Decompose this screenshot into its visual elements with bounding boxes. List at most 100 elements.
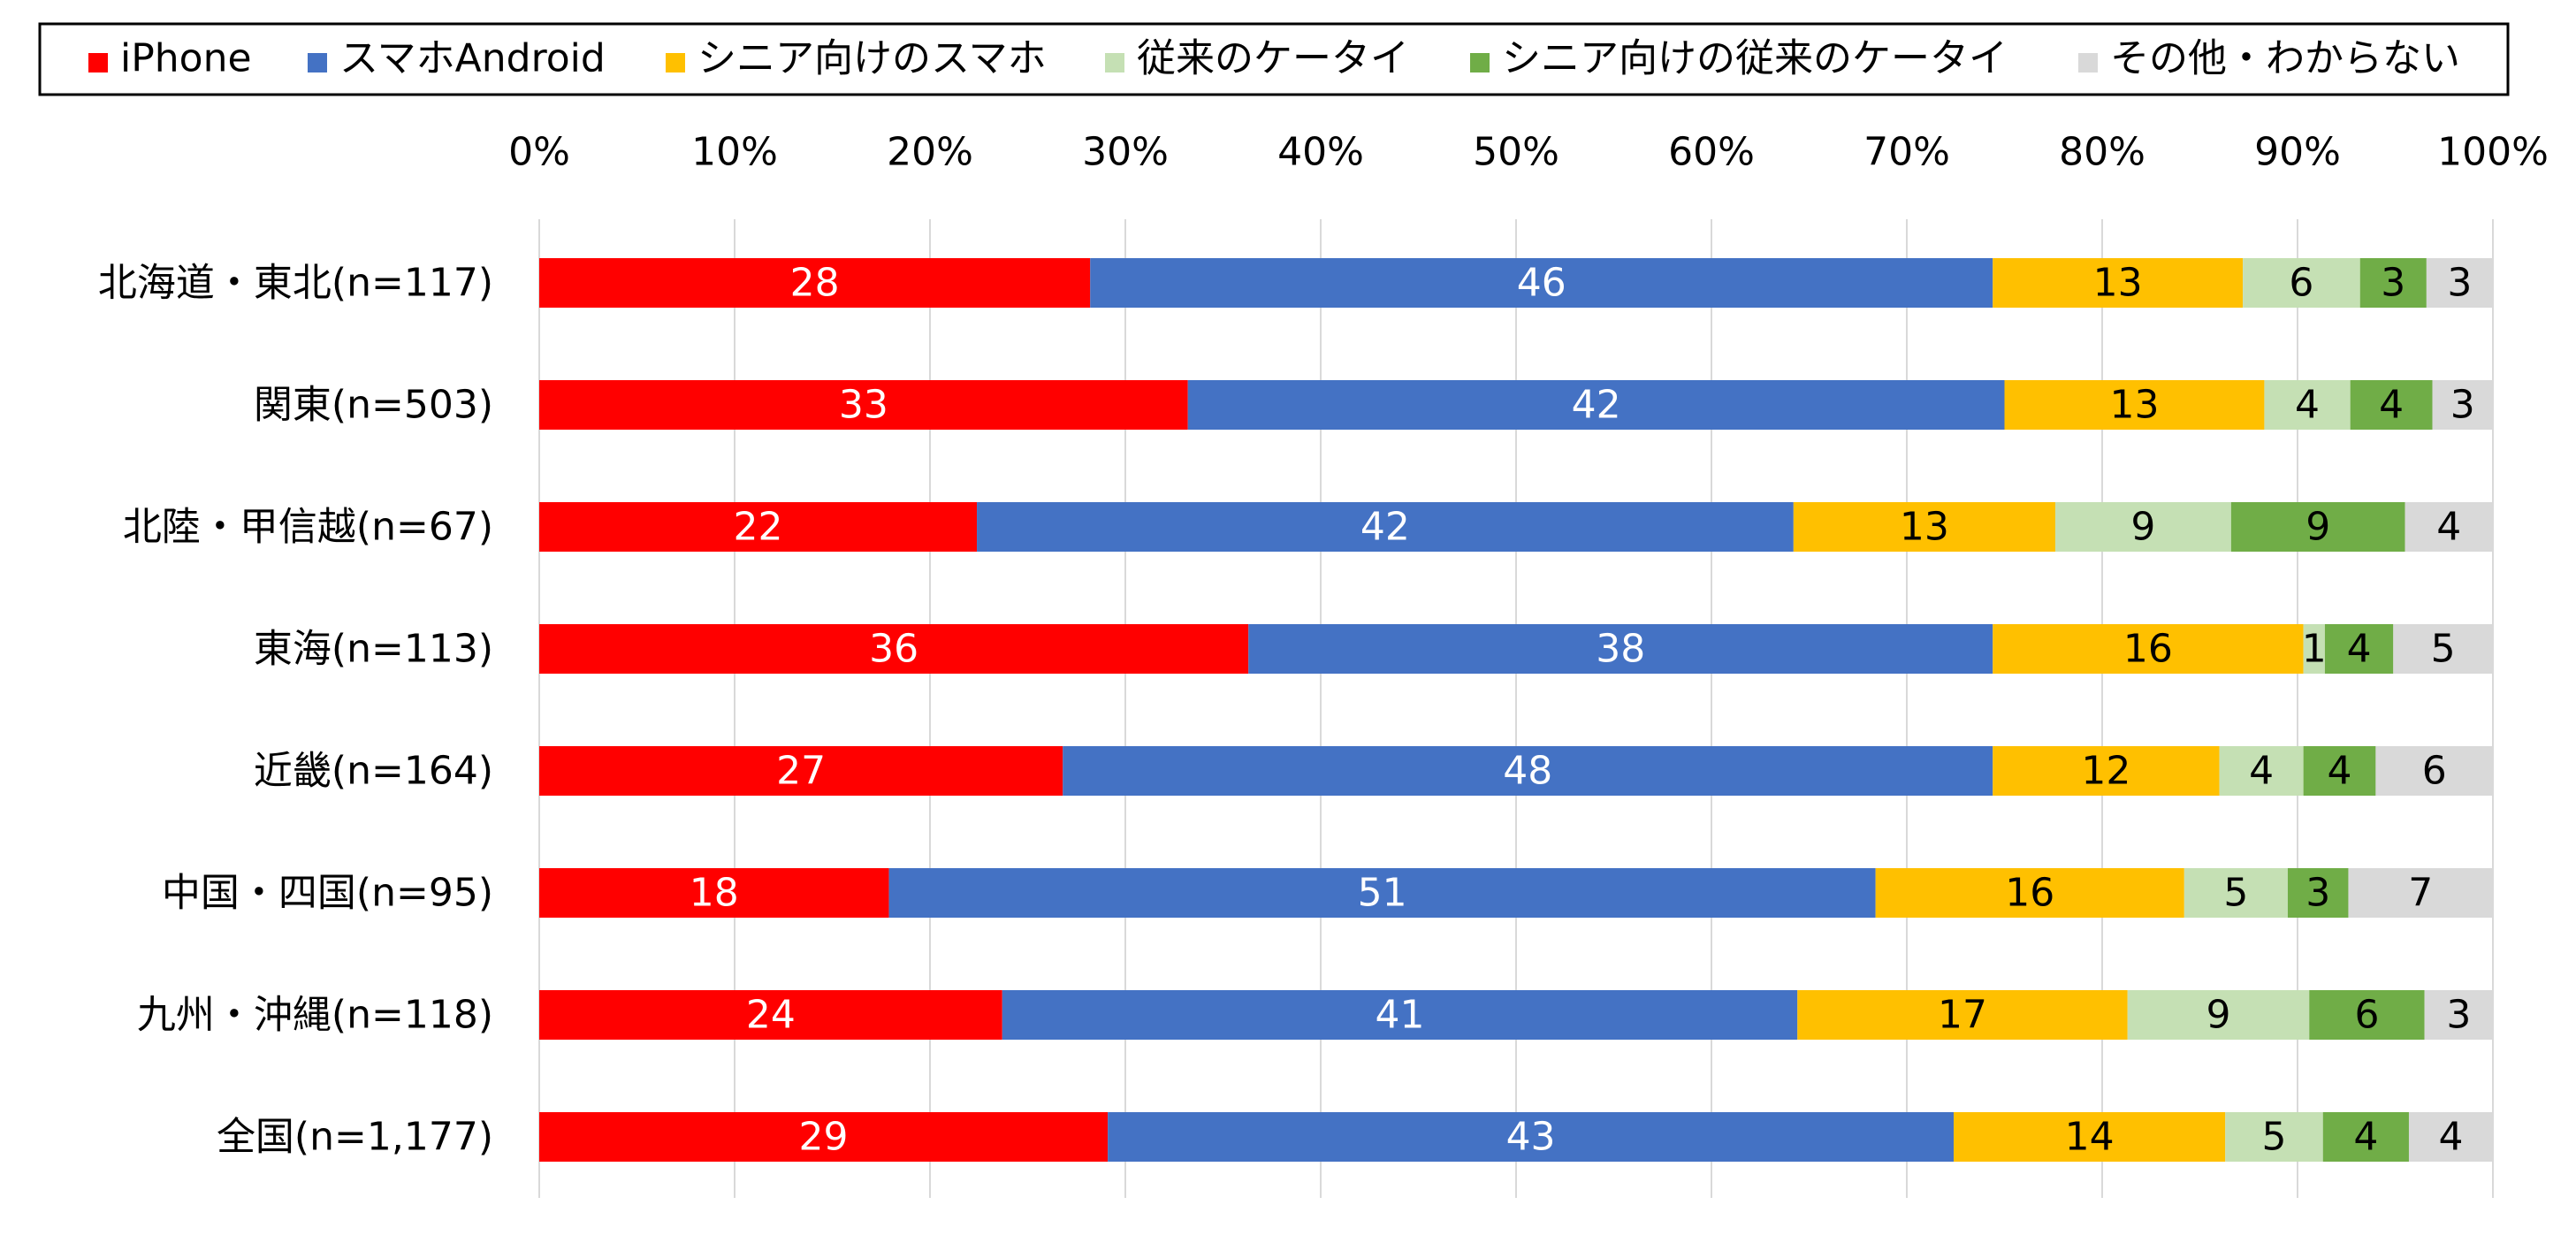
category-label: 関東(n=503) — [254, 383, 493, 428]
x-tick-label: 10% — [691, 130, 778, 175]
data-label-series-1: 36 — [869, 627, 918, 672]
data-label-series-1: 27 — [776, 749, 826, 794]
data-label-series-3: 13 — [1900, 505, 1949, 550]
bar-segment-series-6 — [2375, 746, 2493, 796]
bar-segment-series-6 — [2408, 1112, 2493, 1162]
bar-segment-series-4 — [2264, 380, 2351, 430]
x-tick-label: 50% — [1473, 130, 1559, 175]
x-tick-label: 60% — [1668, 130, 1755, 175]
bar-segment-series-1 — [539, 258, 1091, 308]
data-label-series-6: 5 — [2431, 627, 2456, 672]
x-tick-label: 100% — [2437, 130, 2549, 175]
bar-segment-series-3 — [1954, 1112, 2226, 1162]
bar-segment-series-4 — [2127, 990, 2310, 1040]
data-label-series-3: 13 — [2093, 261, 2143, 306]
bar-segment-series-2 — [888, 868, 1876, 918]
bar-segment-series-5 — [2359, 258, 2427, 308]
bar-segment-series-6 — [2426, 258, 2493, 308]
data-label-series-4: 4 — [2295, 383, 2320, 428]
gridlines — [538, 219, 2494, 1198]
x-tick-label: 90% — [2254, 130, 2341, 175]
bar-segment-series-1 — [539, 502, 978, 552]
legend-label-series-6: その他・わからない — [2110, 36, 2460, 81]
legend-label-series-1: iPhone — [120, 36, 252, 81]
bar-segment-series-6 — [2393, 624, 2493, 674]
x-tick-label: 30% — [1082, 130, 1169, 175]
legend-swatch-series-2 — [308, 53, 327, 72]
bar-segment-series-4 — [2054, 502, 2231, 552]
bar-segment-series-3 — [1993, 746, 2220, 796]
bar-segment-series-4 — [2303, 624, 2325, 674]
data-labels: 28 46 13 6 3 333 42 13 4 4 322 42 13 9 9 436 38 16 1 4 527 48… — [690, 261, 2475, 1160]
x-tick-label: 0% — [508, 130, 570, 175]
bar-segment-series-1 — [539, 868, 889, 918]
bar-segment-series-3 — [1993, 624, 2304, 674]
data-label-series-6: 3 — [2446, 993, 2471, 1038]
data-label-series-3: 14 — [2065, 1115, 2115, 1160]
x-tick-label: 70% — [1863, 130, 1950, 175]
data-label-series-6: 7 — [2408, 871, 2433, 916]
bar-segment-series-3 — [2004, 380, 2265, 430]
data-label-series-4: 6 — [2289, 261, 2313, 306]
bars — [539, 258, 2493, 1162]
data-label-series-2: 51 — [1358, 871, 1407, 916]
category-label: 北陸・甲信越(n=67) — [123, 505, 493, 550]
data-label-series-1: 29 — [799, 1115, 849, 1160]
bar-segment-series-2 — [1002, 990, 1798, 1040]
category-label: 中国・四国(n=95) — [162, 871, 493, 916]
bar-segment-series-5 — [2322, 1112, 2409, 1162]
bar-segment-series-5 — [2309, 990, 2425, 1040]
bar-segment-series-2 — [1108, 1112, 1955, 1162]
data-label-series-4: 9 — [2206, 993, 2230, 1038]
data-label-series-5: 4 — [2379, 383, 2404, 428]
bar-segment-series-2 — [1248, 624, 1993, 674]
data-label-series-5: 9 — [2305, 505, 2330, 550]
data-label-series-6: 4 — [2438, 1115, 2463, 1160]
category-label: 北海道・東北(n=117) — [98, 261, 493, 306]
legend-swatch-series-6 — [2078, 53, 2098, 72]
bar-segment-series-2 — [977, 502, 1794, 552]
data-label-series-1: 33 — [839, 383, 888, 428]
data-label-series-6: 3 — [2450, 383, 2475, 428]
legend-label-series-5: シニア向けの従来のケータイ — [1502, 36, 2008, 81]
bar-segment-series-3 — [1875, 868, 2184, 918]
bar-segment-series-6 — [2348, 868, 2493, 918]
bar-segment-series-4 — [2219, 746, 2304, 796]
legend: iPhone スマホAndroid シニア向けのスマホ 従来のケータイ シニア向けの従来… — [38, 22, 2510, 96]
bar-segment-series-5 — [2350, 380, 2433, 430]
data-label-series-4: 5 — [2261, 1115, 2286, 1160]
bar-segment-series-1 — [539, 1112, 1109, 1162]
bar-segment-series-3 — [1993, 258, 2244, 308]
bar-segment-series-3 — [1793, 502, 2055, 552]
data-label-series-4: 4 — [2249, 749, 2274, 794]
bar-segment-series-1 — [539, 990, 1002, 1040]
bar-segment-series-5 — [2287, 868, 2349, 918]
data-label-series-5: 6 — [2354, 993, 2379, 1038]
bar-segment-series-6 — [2432, 380, 2493, 430]
legend-label-series-4: 従来のケータイ — [1137, 36, 1409, 81]
data-label-series-2: 43 — [1506, 1115, 1556, 1160]
category-label: 近畿(n=164) — [254, 749, 493, 794]
bar-segment-series-5 — [2324, 624, 2394, 674]
data-label-series-1: 24 — [746, 993, 796, 1038]
legend-swatch-series-5 — [1470, 53, 1490, 72]
legend-label-series-2: スマホAndroid — [339, 36, 606, 81]
data-label-series-5: 4 — [2328, 749, 2352, 794]
data-label-series-2: 46 — [1517, 261, 1566, 306]
data-label-series-1: 22 — [734, 505, 783, 550]
data-label-series-3: 16 — [2005, 871, 2054, 916]
bar-segment-series-4 — [2225, 1112, 2323, 1162]
data-label-series-4: 1 — [2302, 627, 2327, 672]
x-axis-ticks: 0% 10% 20% 30% 40% 50% 60% 70% 80% 90% 100% — [508, 130, 2549, 175]
bar-segment-series-4 — [2243, 258, 2360, 308]
data-label-series-3: 12 — [2081, 749, 2130, 794]
legend-label-series-3: シニア向けのスマホ — [697, 36, 1047, 81]
data-label-series-6: 6 — [2422, 749, 2447, 794]
data-label-series-1: 28 — [790, 261, 840, 306]
bar-segment-series-1 — [539, 624, 1249, 674]
category-label: 九州・沖縄(n=118) — [137, 993, 493, 1038]
data-label-series-3: 16 — [2123, 627, 2173, 672]
data-label-series-2: 38 — [1596, 627, 1645, 672]
